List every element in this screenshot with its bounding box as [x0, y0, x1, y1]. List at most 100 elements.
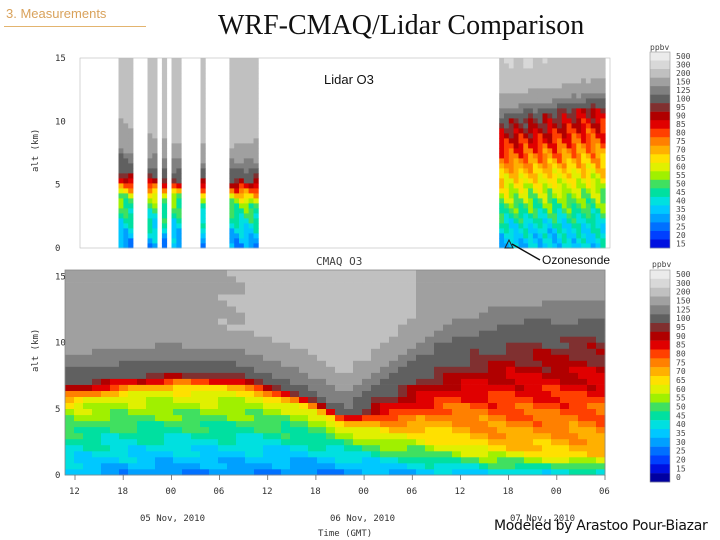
cmaq-cell	[299, 432, 309, 440]
cmaq-cell	[200, 408, 210, 416]
cmaq-cell	[515, 402, 525, 409]
lidar-cell	[552, 83, 558, 89]
cmaq-cell	[299, 469, 309, 476]
cmaq-cell	[110, 469, 120, 476]
lidar-cell	[513, 218, 519, 224]
cmaq-cell	[416, 438, 426, 446]
cmaq-cell	[380, 402, 390, 409]
cmaq-cell	[326, 384, 336, 391]
cmaq-cell	[470, 312, 480, 319]
cmaq-cell	[209, 330, 219, 337]
lidar-cell	[590, 193, 596, 199]
cmaq-cell	[362, 420, 372, 428]
cmaq-cell	[335, 306, 345, 313]
cmaq-title: CMAQ O3	[316, 255, 362, 268]
lidar-cell	[229, 73, 235, 79]
cmaq-cell	[344, 408, 354, 416]
cmaq-cell	[326, 396, 336, 403]
cmaq-cell	[434, 444, 444, 452]
cmaq-cell	[407, 306, 417, 313]
cmaq-cell	[443, 402, 453, 409]
colorbar-tick: 65	[676, 376, 686, 385]
cmaq-cell	[569, 444, 579, 452]
cmaq-cell	[461, 324, 471, 331]
cmaq-cell	[434, 372, 444, 379]
cmaq-cell	[398, 276, 408, 283]
cmaq-cell	[380, 366, 390, 373]
lidar-cell	[576, 243, 582, 249]
lidar-cell	[161, 133, 168, 139]
lidar-cell	[234, 138, 240, 144]
cmaq-cell	[110, 348, 120, 355]
lidar-cell	[581, 183, 587, 189]
lidar-cell	[504, 98, 510, 104]
cmaq-cell	[596, 426, 606, 434]
cmaq-cell	[119, 276, 129, 283]
cmaq-cell	[155, 288, 165, 295]
cmaq-cell	[218, 456, 228, 464]
cmaq-cell	[452, 288, 462, 295]
lidar-cell	[128, 163, 134, 169]
lidar-cell	[566, 158, 572, 164]
cmaq-cell	[560, 306, 570, 313]
lidar-cell	[234, 178, 240, 184]
colorbar-tick: 500	[676, 270, 691, 279]
cmaq-cell	[119, 444, 129, 452]
lidar-cell	[253, 113, 259, 119]
cmaq-cell	[245, 432, 255, 440]
cmaq-cell	[74, 282, 84, 289]
lidar-cell	[152, 178, 158, 184]
lidar-cell	[576, 178, 582, 184]
cmaq-cell	[425, 438, 435, 446]
lidar-cell	[147, 173, 153, 179]
lidar-cell	[537, 233, 543, 239]
cmaq-cell	[470, 270, 480, 277]
lidar-cell	[508, 218, 514, 224]
lidar-cell	[561, 183, 567, 189]
lidar-cell	[571, 103, 577, 109]
cmaq-cell	[506, 366, 516, 373]
lidar-cell	[585, 133, 592, 139]
lidar-cell	[590, 223, 596, 229]
cmaq-cell	[65, 300, 75, 307]
lidar-cell	[537, 218, 543, 224]
lidar-cell	[557, 208, 563, 214]
cmaq-cell	[191, 408, 201, 416]
lidar-cell	[123, 213, 129, 219]
lidar-cell	[552, 108, 558, 114]
cmaq-cell	[371, 444, 381, 452]
cmaq-cell	[335, 390, 345, 397]
cmaq-cell	[191, 414, 201, 422]
lidar-cell	[552, 243, 558, 249]
cmaq-cell	[209, 402, 219, 409]
cmaq-cell	[65, 318, 75, 325]
lidar-cell	[239, 208, 245, 214]
cmaq-cell	[470, 282, 480, 289]
cmaq-cell	[533, 426, 543, 434]
cmaq-cell	[596, 288, 606, 295]
cmaq-xtick: 18	[503, 487, 514, 497]
cmaq-cell	[182, 469, 192, 476]
cmaq-cell	[398, 360, 408, 367]
lidar-cell	[552, 203, 558, 209]
cmaq-cell	[200, 378, 210, 385]
cmaq-cell	[488, 414, 498, 422]
cmaq-cell	[263, 324, 273, 331]
cmaq-cell	[308, 469, 318, 476]
lidar-cell	[161, 208, 168, 214]
cmaq-cell	[542, 408, 552, 416]
cmaq-cell	[146, 438, 156, 446]
lidar-cell	[152, 238, 158, 244]
lidar-cell	[161, 148, 168, 154]
cmaq-cell	[191, 360, 201, 367]
cmaq-cell	[254, 354, 264, 361]
lidar-cell	[590, 58, 596, 64]
lidar-cell	[229, 198, 235, 204]
cmaq-cell	[317, 312, 327, 319]
cmaq-cell	[290, 408, 300, 416]
cmaq-cell	[542, 390, 552, 397]
lidar-cell	[161, 188, 168, 194]
cmaq-cell	[254, 330, 264, 337]
cmaq-cell	[335, 408, 345, 416]
cmaq-cell	[92, 330, 102, 337]
